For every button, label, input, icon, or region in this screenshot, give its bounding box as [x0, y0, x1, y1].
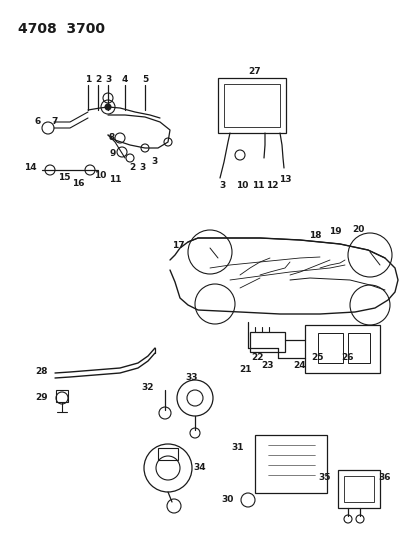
Text: 30: 30	[222, 496, 234, 505]
Bar	[218, 78, 286, 133]
Text: 11: 11	[109, 175, 121, 184]
Bar	[338, 470, 380, 508]
Text: 22: 22	[252, 353, 264, 362]
Text: 10: 10	[236, 181, 248, 190]
Bar	[348, 333, 370, 363]
Text: 12: 12	[266, 181, 278, 190]
Text: 26: 26	[342, 353, 354, 362]
Text: 35: 35	[319, 473, 331, 482]
Text: 4708  3700: 4708 3700	[18, 22, 105, 36]
Text: 33: 33	[186, 374, 198, 383]
Text: 32: 32	[142, 384, 154, 392]
Text: 36: 36	[379, 473, 391, 482]
Text: 5: 5	[142, 76, 148, 85]
Text: 25: 25	[312, 353, 324, 362]
Bar	[318, 333, 343, 363]
Text: 23: 23	[262, 360, 274, 369]
Text: 28: 28	[36, 367, 48, 376]
Text: 24: 24	[294, 360, 306, 369]
Text: 10: 10	[94, 171, 106, 180]
Text: 19: 19	[329, 228, 341, 237]
Text: 7: 7	[52, 117, 58, 126]
Bar	[255, 435, 327, 493]
Text: 18: 18	[309, 230, 321, 239]
Text: 2: 2	[95, 76, 101, 85]
Text: 17: 17	[172, 240, 184, 249]
Bar	[158, 448, 178, 460]
Text: 3: 3	[105, 76, 111, 85]
Text: 27: 27	[249, 68, 261, 77]
Bar	[224, 84, 280, 127]
Text: 21: 21	[239, 366, 251, 375]
Text: 34: 34	[194, 464, 206, 472]
Circle shape	[105, 104, 111, 110]
Text: 3: 3	[219, 181, 225, 190]
Bar	[56, 390, 68, 402]
Text: 3: 3	[152, 157, 158, 166]
Text: 20: 20	[352, 225, 364, 235]
Text: 9: 9	[110, 149, 116, 157]
Bar	[344, 476, 374, 502]
Text: 1: 1	[85, 76, 91, 85]
Text: 29: 29	[35, 393, 48, 402]
Bar	[250, 332, 285, 352]
Text: 16: 16	[72, 179, 84, 188]
Text: 14: 14	[24, 164, 36, 173]
Text: 2: 2	[129, 164, 135, 173]
Text: 3: 3	[139, 164, 145, 173]
Text: 15: 15	[58, 174, 70, 182]
Text: 8: 8	[109, 133, 115, 142]
Text: 4: 4	[122, 76, 128, 85]
Text: 6: 6	[35, 117, 41, 126]
Text: 31: 31	[232, 443, 244, 453]
Text: 13: 13	[279, 175, 291, 184]
Text: 11: 11	[252, 181, 264, 190]
Bar	[305, 325, 380, 373]
